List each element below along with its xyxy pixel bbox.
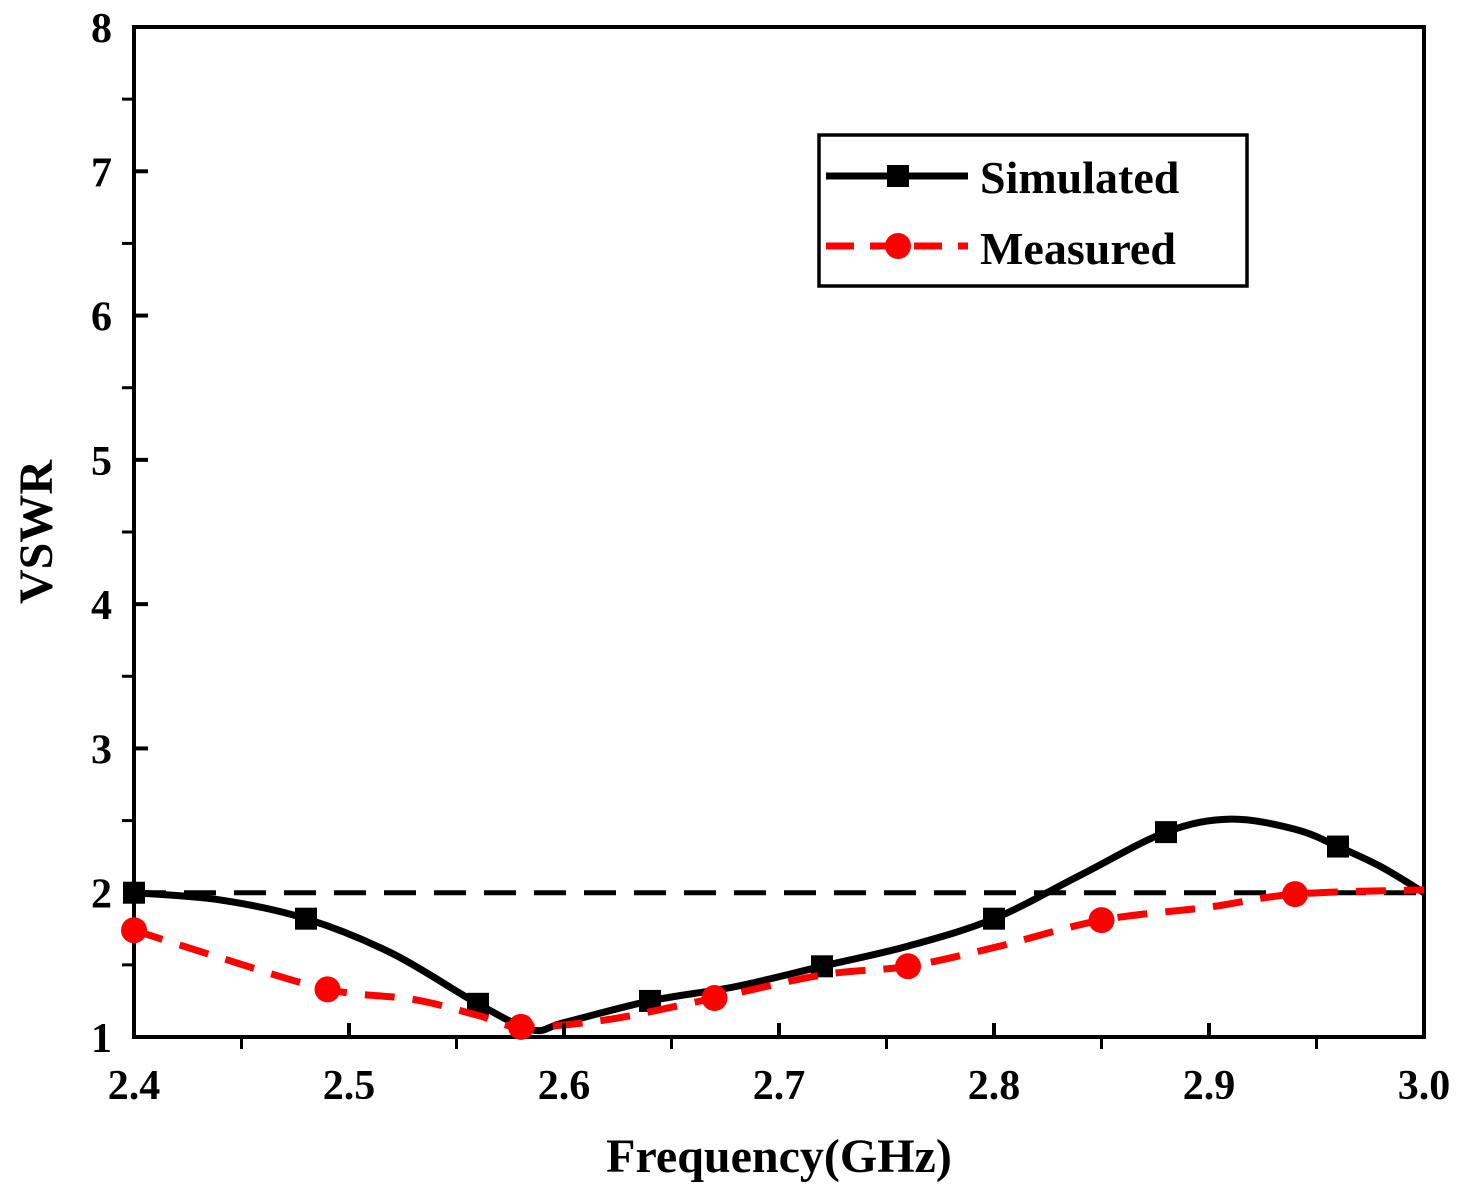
tick-layer: 2.4 2.5 2.6 2.7 2.8 2.9 3.0 1 2 3 4 5 6 7 8 <box>91 6 1450 1109</box>
y-tick-label: 6 <box>91 295 112 341</box>
x-tick-label: 3.0 <box>1398 1063 1451 1109</box>
series-measured-point <box>1088 907 1115 934</box>
x-tick-label: 2.5 <box>323 1063 376 1109</box>
series-simulated-point <box>1327 835 1349 858</box>
legend-measured-label: Measured <box>980 223 1176 274</box>
y-tick-label: 7 <box>91 150 112 196</box>
y-tick-label: 3 <box>91 727 112 773</box>
y-tick-label: 5 <box>91 439 112 485</box>
series-simulated-point <box>467 992 489 1015</box>
series-simulated-point <box>639 989 661 1012</box>
series-simulated-point <box>1155 821 1177 844</box>
y-tick-label: 1 <box>91 1016 112 1062</box>
series-measured-point <box>314 976 341 1003</box>
series-measured-point <box>508 1013 534 1040</box>
x-axis-title: Frequency(GHz) <box>606 1130 952 1183</box>
legend-simulated-marker <box>887 165 909 187</box>
series-layer <box>121 815 1426 1040</box>
legend: Simulated Measured <box>817 133 1249 288</box>
series-measured-point <box>1282 881 1308 908</box>
series-measured-point <box>121 917 147 944</box>
series-measured-point <box>701 985 728 1012</box>
series-measured-point <box>895 953 921 980</box>
series-measured-line <box>132 886 1425 1031</box>
series-simulated-point <box>811 955 833 978</box>
x-tick-label: 2.6 <box>538 1063 591 1109</box>
y-tick-label: 4 <box>91 583 112 629</box>
y-tick-label: 8 <box>91 6 112 52</box>
x-tick-label: 2.7 <box>753 1063 806 1109</box>
legend-simulated-label: Simulated <box>980 152 1180 203</box>
series-simulated-point <box>295 907 317 930</box>
y-axis-title: VSWR <box>10 459 63 604</box>
y-tick-label: 2 <box>91 872 112 918</box>
x-tick-label: 2.9 <box>1183 1063 1236 1109</box>
legend-measured-marker <box>885 233 911 259</box>
legend-box <box>817 133 1249 288</box>
series-simulated-point <box>983 907 1005 930</box>
x-tick-label: 2.8 <box>968 1063 1021 1109</box>
x-tick-label: 2.4 <box>108 1063 161 1109</box>
